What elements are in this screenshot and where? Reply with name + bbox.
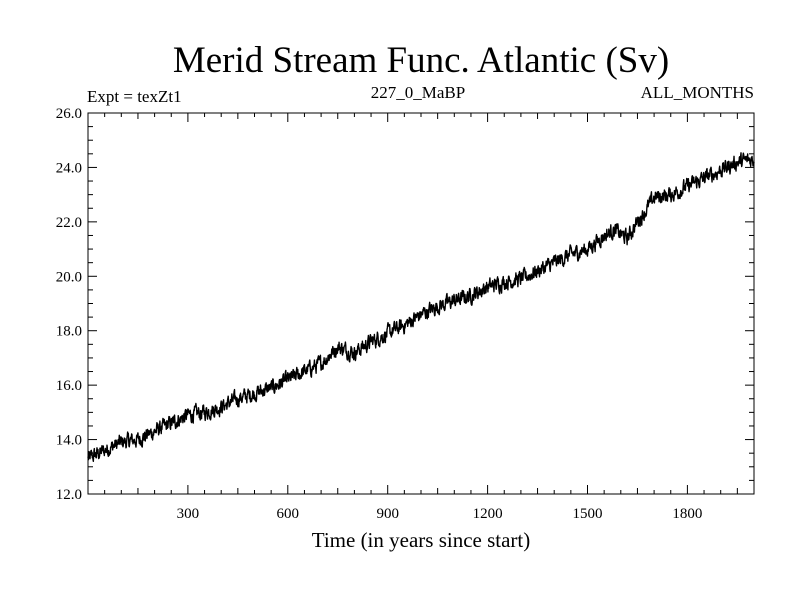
chart-title: Merid Stream Func. Atlantic (Sv) <box>173 40 669 81</box>
experiment-label: Expt = texZt1 <box>87 87 182 106</box>
y-tick-label: 18.0 <box>56 324 82 340</box>
y-tick-label: 24.0 <box>56 160 82 176</box>
x-tick-label: 300 <box>177 506 200 522</box>
x-axis-label: Time (in years since start) <box>312 528 531 552</box>
plot-frame <box>87 112 755 495</box>
x-tick-label: 1800 <box>672 506 702 522</box>
months-label: ALL_MONTHS <box>641 83 754 102</box>
x-tick-label: 1200 <box>473 506 503 522</box>
series-line <box>87 152 755 462</box>
y-tick-label: 26.0 <box>56 106 82 122</box>
y-axis: 12.0 14.0 16.0 18.0 20.0 22.0 24.0 26.0 <box>56 106 754 503</box>
x-axis: 300 600 900 1200 1500 1800 <box>104 113 738 522</box>
x-tick-label: 600 <box>277 506 300 522</box>
y-tick-label: 20.0 <box>56 269 82 285</box>
x-tick-label: 1500 <box>573 506 603 522</box>
period-label: 227_0_MaBP <box>371 83 465 102</box>
y-tick-label: 16.0 <box>56 378 82 394</box>
x-tick-label: 900 <box>376 506 399 522</box>
y-tick-label: 22.0 <box>56 215 82 231</box>
y-tick-label: 12.0 <box>56 487 82 503</box>
y-tick-label: 14.0 <box>56 433 82 449</box>
